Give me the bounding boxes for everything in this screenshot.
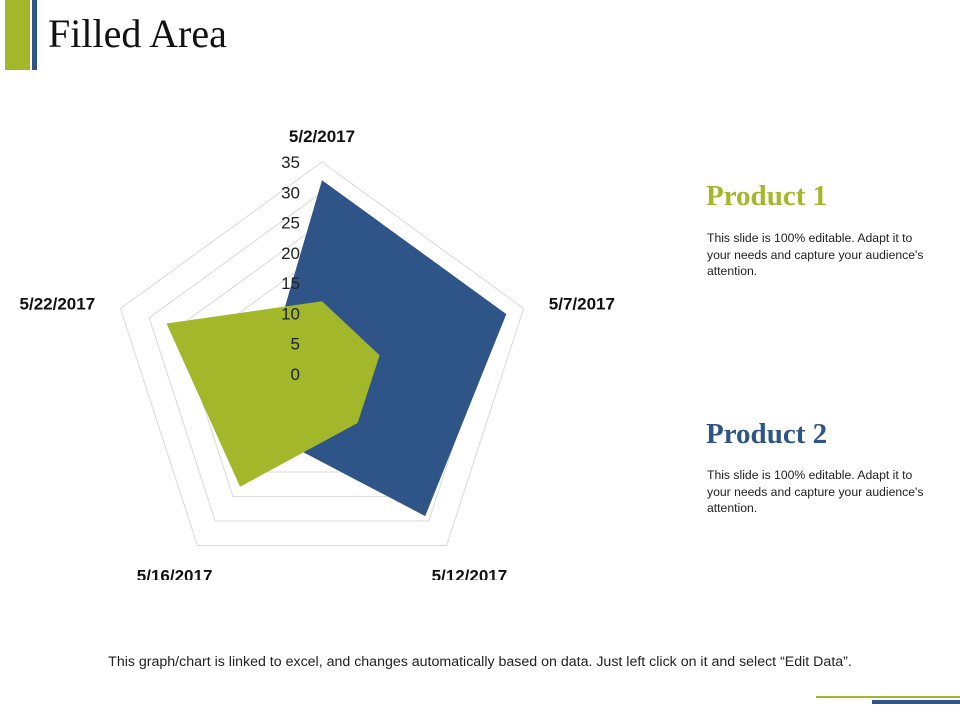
radar-tick-label: 35	[281, 153, 300, 172]
radar-grid-ring	[119, 161, 525, 546]
radar-tick-label: 30	[281, 183, 300, 202]
radar-category-label: 5/22/2017	[20, 295, 96, 314]
product-1-title: Product 1	[706, 180, 828, 212]
radar-series-2-area[interactable]	[166, 301, 380, 487]
product-1-description: This slide is 100% editable. Adapt it to…	[707, 231, 924, 278]
footer-accent-line-green	[816, 696, 960, 698]
radar-category-label: 5/7/2017	[549, 295, 615, 314]
radar-category-label: 5/2/2017	[289, 127, 355, 146]
radar-chart[interactable]: 0 5 10 15 20 25 30 35 5/2/2017 5/7/2017 5/12/2017…	[0, 120, 640, 580]
radar-tick-labels: 0 5 10 15 20 25 30 35	[281, 153, 300, 384]
radar-tick-label: 20	[281, 244, 300, 263]
radar-category-labels: 5/2/2017 5/7/2017 5/12/2017 5/16/2017 5/22/2…	[20, 127, 615, 580]
radar-tick-label: 5	[291, 335, 300, 354]
radar-category-label: 5/12/2017	[432, 566, 508, 580]
accent-bar-blue	[32, 0, 37, 70]
accent-bar-green	[5, 0, 30, 70]
radar-tick-label: 0	[291, 365, 300, 384]
footer-accent-line-blue	[872, 700, 960, 704]
radar-category-label: 5/16/2017	[137, 566, 213, 580]
radar-tick-label: 15	[281, 274, 300, 293]
radar-series	[166, 180, 507, 517]
product-2-description: This slide is 100% editable. Adapt it to…	[707, 468, 924, 515]
slide-title: Filled Area	[48, 11, 227, 56]
footer-note: This graph/chart is linked to excel, and…	[108, 654, 852, 670]
radar-tick-label: 25	[281, 214, 300, 233]
product-2-title: Product 2	[706, 418, 828, 450]
radar-tick-label: 10	[281, 304, 300, 323]
